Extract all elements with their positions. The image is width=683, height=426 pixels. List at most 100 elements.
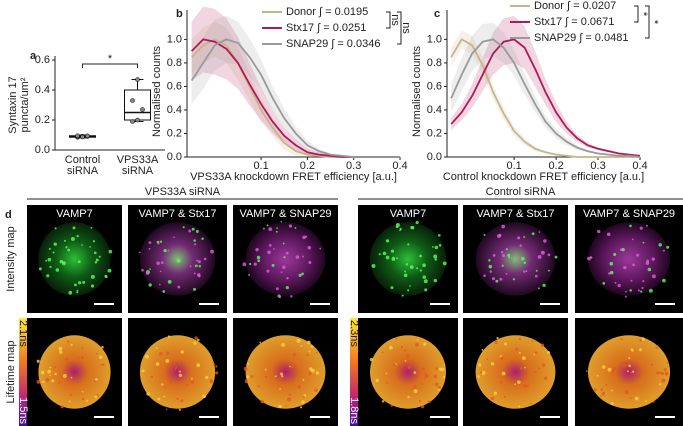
speckle	[273, 248, 275, 250]
speckle	[518, 405, 521, 408]
speckle	[98, 255, 101, 258]
speckle	[613, 252, 617, 256]
y-tick-label: 0.4	[427, 104, 442, 116]
speckle	[540, 343, 545, 347]
speckle	[176, 259, 181, 263]
row-label: Intensity map	[5, 226, 17, 291]
speckle	[302, 235, 306, 240]
y-tick-label: 0.6	[35, 54, 50, 66]
speckle	[639, 226, 643, 230]
speckle	[290, 364, 294, 369]
error-band	[451, 29, 640, 157]
speckle	[186, 383, 189, 386]
speckle	[98, 355, 103, 360]
speckle	[194, 336, 198, 340]
speckle	[193, 239, 196, 242]
speckle	[531, 340, 533, 343]
speckle	[90, 274, 95, 279]
speckle	[278, 295, 282, 299]
speckle	[141, 268, 144, 272]
speckle	[542, 283, 546, 288]
speckle	[81, 397, 85, 401]
speckle	[620, 338, 623, 341]
speckle	[503, 395, 507, 398]
speckle	[46, 274, 50, 278]
speckle	[281, 342, 285, 347]
speckle	[519, 366, 523, 369]
speckle	[248, 273, 251, 276]
speckle	[629, 350, 632, 352]
speckle	[159, 351, 163, 356]
speckle	[625, 290, 627, 293]
speckle	[477, 375, 480, 378]
speckle	[534, 351, 538, 355]
speckle	[587, 256, 591, 261]
speckle	[53, 242, 57, 246]
speckle	[608, 272, 611, 275]
speckle	[49, 265, 52, 268]
speckle	[72, 226, 76, 230]
speckle	[424, 373, 429, 378]
speckle	[508, 256, 511, 259]
error-band	[451, 22, 640, 157]
speckle	[494, 340, 498, 345]
y-tick-label: 1.0	[167, 33, 182, 45]
speckle	[630, 371, 633, 374]
speckle	[85, 399, 89, 402]
speckle	[501, 371, 506, 376]
colorbar-max: 2.3ns	[348, 320, 360, 347]
y-tick-label: 0.0	[167, 151, 182, 163]
speckle	[596, 374, 599, 377]
speckle	[433, 278, 438, 283]
speckle	[246, 362, 250, 365]
speckle	[190, 380, 195, 384]
speckle	[623, 265, 627, 270]
speckle	[196, 363, 201, 368]
speckle	[319, 247, 322, 250]
speckle	[489, 270, 493, 273]
speckle	[405, 354, 410, 358]
speckle	[275, 287, 279, 291]
speckle	[275, 230, 278, 233]
speckle	[306, 353, 309, 357]
column-label: VAMP7 & Stx17	[476, 208, 554, 220]
speckle	[385, 239, 390, 243]
speckle	[47, 369, 52, 374]
speckle	[538, 367, 541, 369]
data-point	[140, 107, 145, 112]
speckle	[64, 357, 69, 361]
speckle	[393, 363, 396, 367]
cell	[587, 222, 671, 296]
speckle	[537, 287, 540, 290]
speckle	[94, 261, 98, 264]
speckle	[302, 395, 305, 398]
speckle	[399, 229, 401, 232]
speckle	[215, 365, 218, 368]
speckle	[381, 351, 384, 354]
speckle	[188, 229, 192, 233]
speckle	[623, 363, 627, 368]
speckle	[435, 367, 438, 370]
speckle	[69, 393, 73, 396]
speckle	[302, 378, 305, 381]
y-axis-label: Normalised counts	[411, 45, 423, 137]
speckle	[628, 364, 631, 368]
speckle	[77, 260, 81, 264]
speckle	[267, 250, 271, 255]
speckle	[641, 286, 644, 290]
speckle	[535, 269, 538, 272]
speckle	[505, 248, 508, 251]
legend-label: Donor ∫ = 0.0207	[534, 0, 616, 12]
legend-label: SNAP29 ∫ = 0.0346	[286, 38, 380, 50]
speckle	[400, 345, 404, 349]
speckle	[611, 389, 613, 392]
speckle	[58, 346, 63, 351]
speckle	[537, 255, 542, 259]
speckle	[529, 402, 532, 405]
speckle	[197, 260, 201, 264]
speckle	[64, 239, 67, 242]
speckle	[155, 347, 158, 350]
speckle	[54, 372, 57, 376]
speckle	[179, 370, 182, 373]
speckle	[416, 267, 419, 270]
